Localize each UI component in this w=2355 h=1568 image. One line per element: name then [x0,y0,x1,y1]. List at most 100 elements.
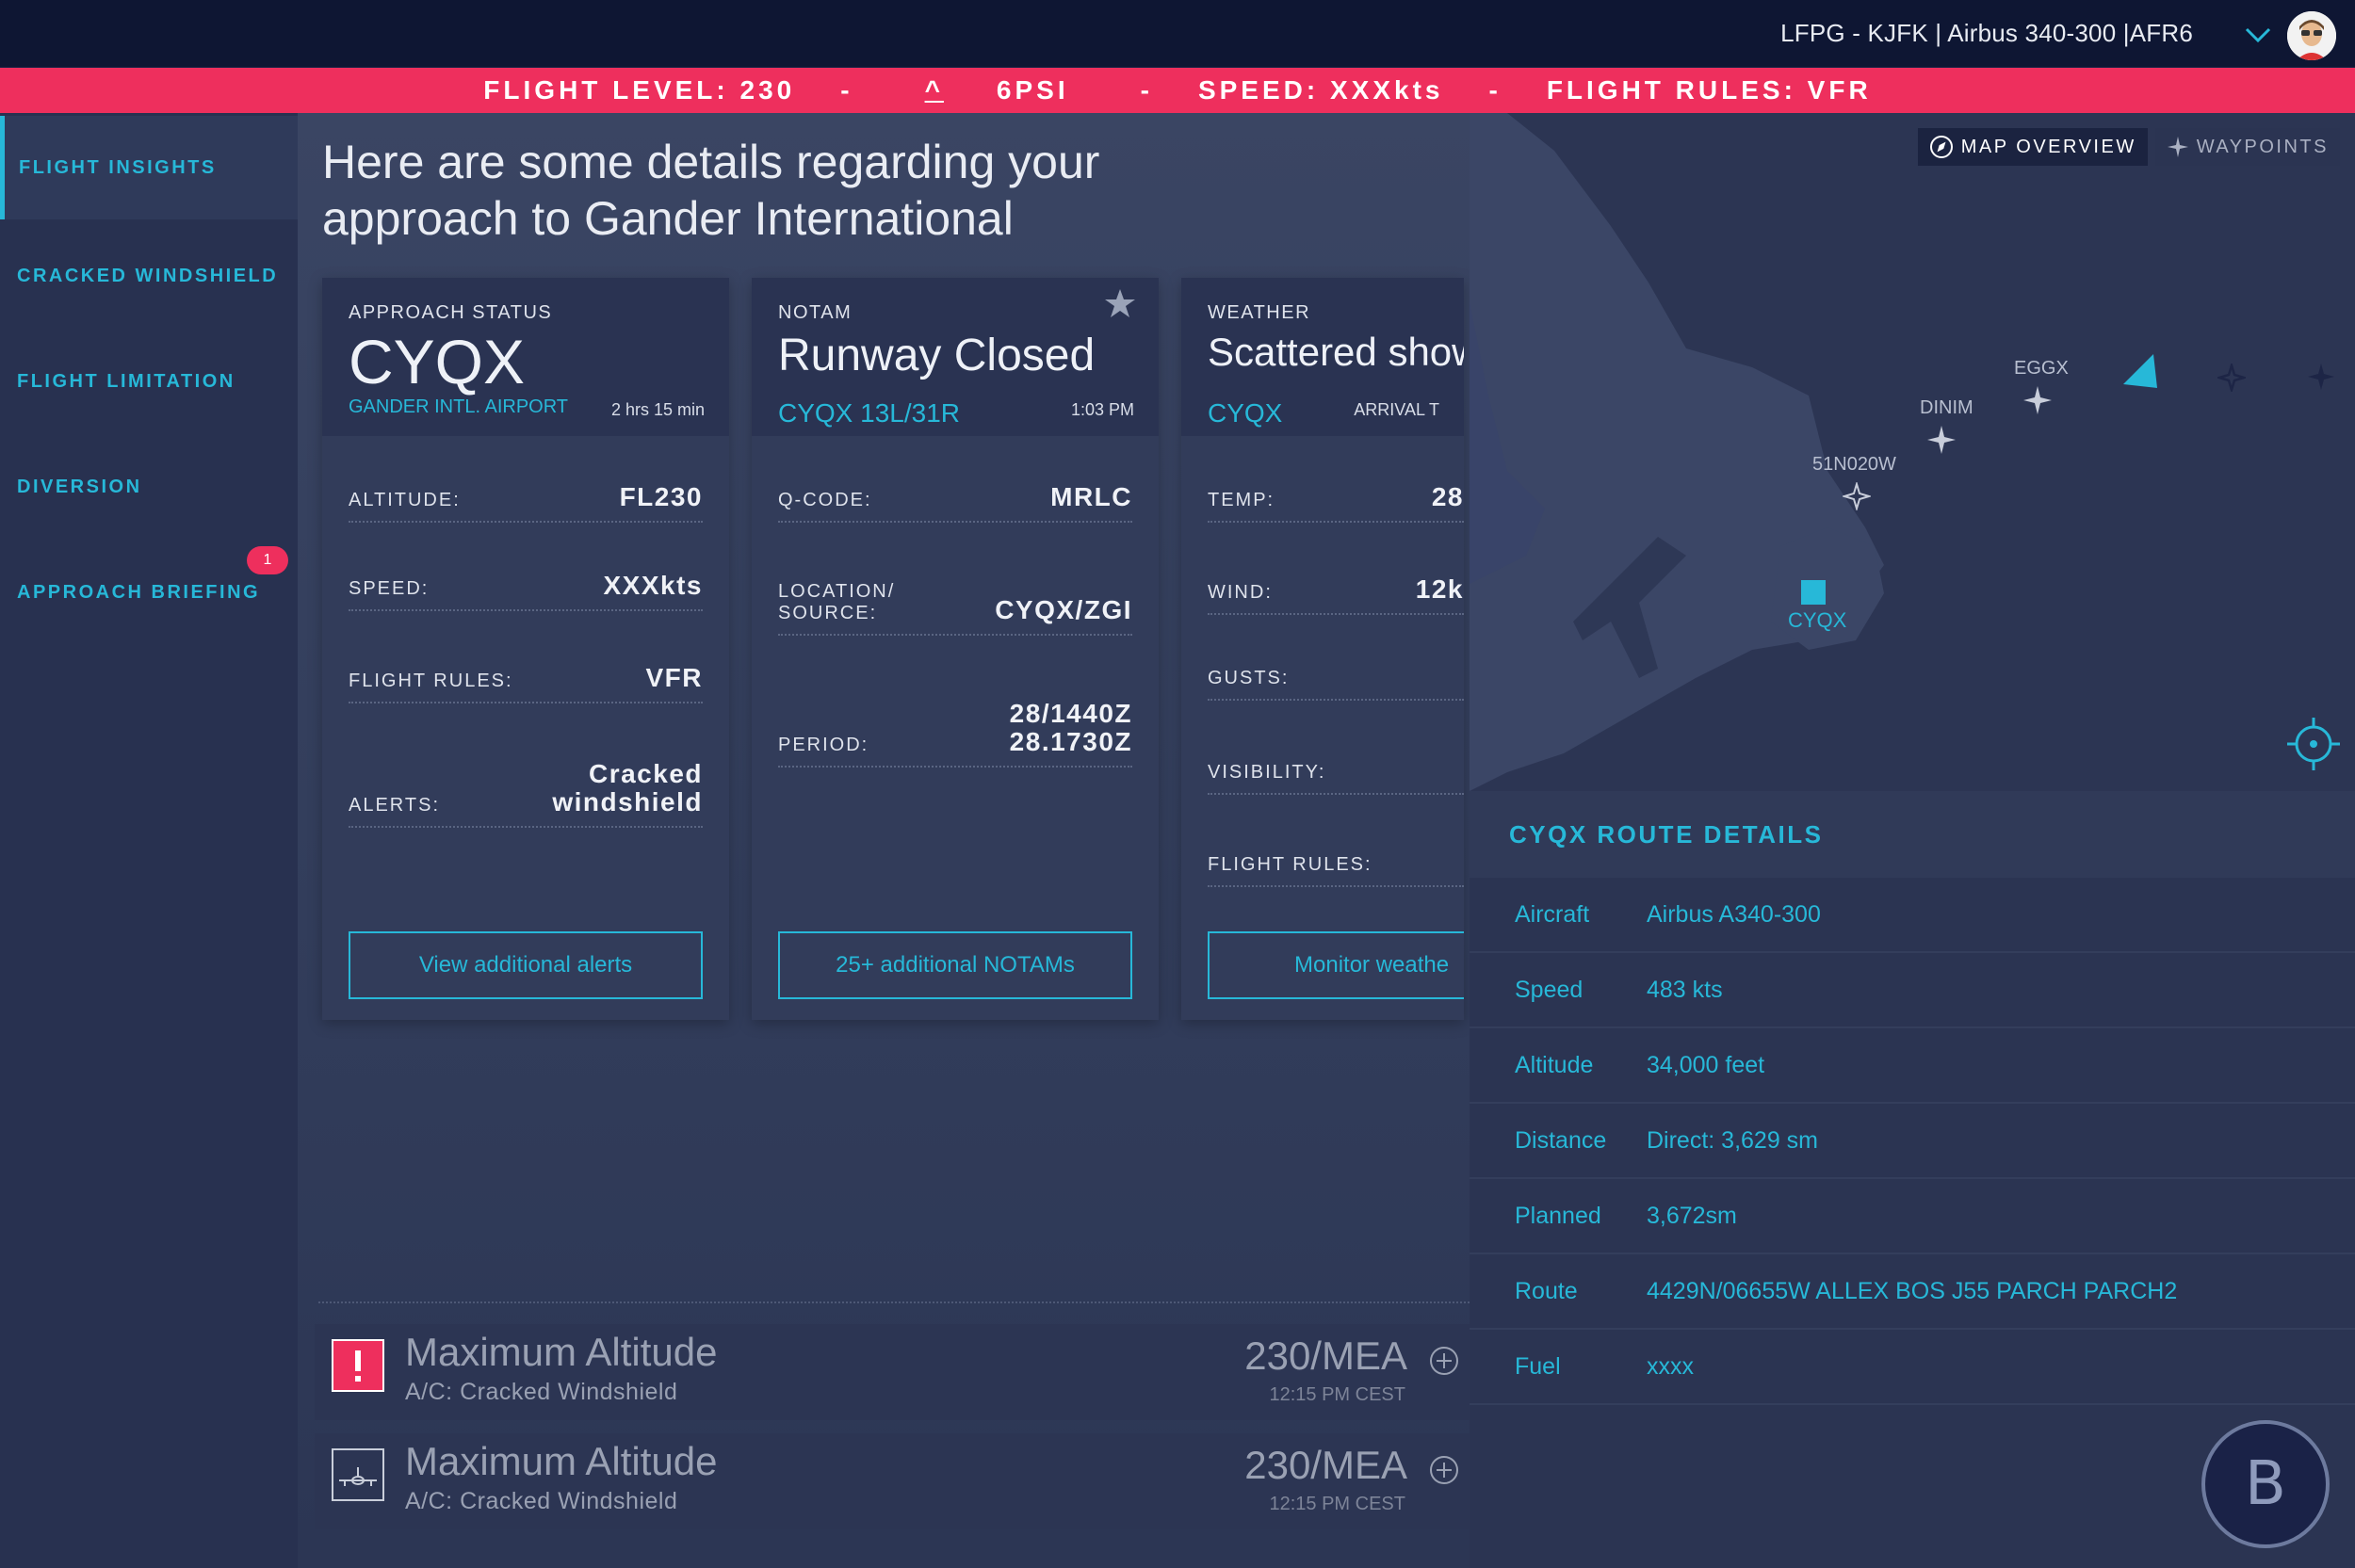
aircraft-position-icon[interactable] [2118,348,2165,396]
card-row: PERIOD: 28/1440Z 28.1730Z [778,700,1132,768]
row-label: Q-CODE: [778,490,872,510]
card-row: ALTITUDE: FL230 [349,483,703,523]
row-label: ALTITUDE: [349,490,461,510]
locate-crosshair-icon[interactable] [2285,716,2342,772]
view-additional-alerts-button[interactable]: View additional alerts [349,931,703,999]
additional-notams-button[interactable]: 25+ additional NOTAMs [778,931,1132,999]
card-row: WIND: 12k [1208,575,1464,615]
route-details-panel: CYQX ROUTE DETAILS Aircraft Airbus A340-… [1470,791,2355,1568]
route-value: 34,000 feet [1647,1051,1765,1078]
row-label: SPEED: [349,578,430,599]
notification-badge: 1 [247,546,288,574]
main-panel: Here are some details regarding your app… [298,113,1475,1568]
aircraft-silhouette-shape [1573,537,1686,678]
row-label: LOCATION/ SOURCE: [778,581,896,623]
row-label: GUSTS: [1208,668,1290,688]
alert-value: 230/MEA [1244,1334,1407,1378]
waypoint-label-eggx: EGGX [2014,358,2069,379]
card-row: LOCATION/ SOURCE: CYQX/ZGI [778,581,1132,636]
route-details-title: CYQX ROUTE DETAILS [1470,791,2355,878]
map-canvas [1470,113,2355,791]
sidebar-item-cracked-windshield[interactable]: CRACKED WINDSHIELD [17,265,279,286]
ticker-separator: - [1488,75,1502,105]
route-row-aircraft: Aircraft Airbus A340-300 [1470,878,2355,953]
alert-value: 230/MEA [1244,1443,1407,1487]
ticker-separator: - [1140,75,1153,105]
landmass-shape [1470,113,1545,584]
sidebar-item-diversion[interactable]: DIVERSION [17,476,142,497]
alert-time: 12:15 PM CEST [1269,1494,1405,1514]
card-row: VISIBILITY: [1208,762,1464,795]
card-kicker: WEATHER [1208,302,1311,323]
row-label: FLIGHT RULES: [1208,854,1372,875]
row-value: 28 [1431,482,1464,511]
row-value: MRLC [1050,482,1132,511]
sidebar-item-flight-limitation[interactable]: FLIGHT LIMITATION [17,370,236,392]
route-value: Direct: 3,629 sm [1647,1126,1819,1154]
monitor-weather-button[interactable]: Monitor weathe [1208,931,1464,999]
route-value: 4429N/06655W ALLEX BOS J55 PARCH PARCH2 [1647,1277,2178,1304]
waypoint-star-icon[interactable] [2306,362,2336,392]
tab-label: MAP OVERVIEW [1960,136,2136,157]
card-row: FLIGHT RULES: [1208,854,1464,887]
ticker-speed: SPEED: XXXkts [1197,75,1444,105]
waypoint-label-dinim: DINIM [1920,397,1973,418]
alert-title: Maximum Altitude [405,1439,718,1483]
expand-plus-icon[interactable] [1428,1345,1460,1377]
row-label: TEMP: [1208,490,1275,510]
tab-waypoints[interactable]: WAYPOINTS [2154,128,2340,166]
airport-label: CYQX [1788,608,1847,632]
row-value: 12k [1415,574,1464,604]
route-key: Planned [1515,1202,1601,1229]
period-start: 28/1440Z [1009,699,1132,728]
chevron-down-icon[interactable] [2242,21,2274,49]
star-icon[interactable] [1104,287,1136,319]
route-key: Distance [1515,1126,1607,1154]
alert-subtitle: A/C: Cracked Windshield [405,1488,678,1514]
route-row-route: Route 4429N/06655W ALLEX BOS J55 PARCH P… [1470,1254,2355,1330]
route-row-speed: Speed 483 kts [1470,953,2355,1028]
flight-route-title: LFPG - KJFK | Airbus 340-300 |AFR6 [1780,19,2193,47]
card-header: NOTAM Runway Closed CYQX 13L/31R 1:03 PM [752,278,1159,436]
tab-map-overview[interactable]: MAP OVERVIEW [1917,128,2148,166]
card-row: FLIGHT RULES: VFR [349,664,703,703]
row-label: WIND: [1208,582,1273,603]
alert-row[interactable]: Maximum Altitude A/C: Cracked Windshield… [315,1324,1475,1420]
map-view[interactable]: MAP OVERVIEW WAYPOINTS EGGX DINIM 51N020… [1470,113,2355,791]
expand-plus-icon[interactable] [1428,1454,1460,1486]
waypoint-star-icon [2167,137,2188,157]
approach-status-card: APPROACH STATUS CYQX GANDER INTL. AIRPOR… [322,278,729,1020]
alert-row[interactable]: Maximum Altitude A/C: Cracked Windshield… [315,1433,1475,1529]
alert-title: Maximum Altitude [405,1330,718,1374]
waypoint-star-icon[interactable] [2022,384,2054,416]
sidebar-item-flight-insights[interactable]: FLIGHT INSIGHTS [0,116,298,219]
user-avatar[interactable] [2287,11,2336,60]
route-row-distance: Distance Direct: 3,629 sm [1470,1104,2355,1179]
card-row: SPEED: XXXkts [349,572,703,611]
waypoint-star-icon[interactable] [1925,424,1957,456]
ticker-separator: - [840,75,853,105]
row-label: VISIBILITY: [1208,762,1326,783]
row-value: VFR [645,663,703,692]
page-title: Here are some details regarding your app… [322,136,1100,245]
row-value: FL230 [619,482,703,511]
row-value-period: 28/1440Z 28.1730Z [1010,700,1132,756]
card-row: ALERTS: Cracked windshield [349,760,703,828]
airport-marker[interactable] [1801,580,1826,605]
waypoint-outline-icon[interactable] [2217,364,2246,392]
map-tabs: MAP OVERVIEW WAYPOINTS [1917,128,2340,166]
route-row-altitude: Altitude 34,000 feet [1470,1028,2355,1104]
row-value: CYQX/ZGI [995,595,1132,624]
card-header: WEATHER Scattered show CYQX ARRIVAL T [1181,278,1464,436]
card-header: APPROACH STATUS CYQX GANDER INTL. AIRPOR… [322,278,729,436]
card-time: 2 hrs 15 min [610,400,705,419]
assistant-button[interactable]: B [2201,1420,2330,1548]
row-label: ALERTS: [349,795,440,816]
row-value: XXXkts [603,571,703,600]
flight-status-ticker: FLIGHT LEVEL: 230 - ^ 6PSI - SPEED: XXXkt… [0,68,2355,113]
card-row: GUSTS: [1208,668,1464,701]
card-subtitle: CYQX [1208,398,1283,428]
route-key: Aircraft [1515,900,1590,928]
waypoint-outline-icon[interactable] [1843,482,1871,510]
sidebar-item-approach-briefing[interactable]: APPROACH BRIEFING [17,581,261,603]
